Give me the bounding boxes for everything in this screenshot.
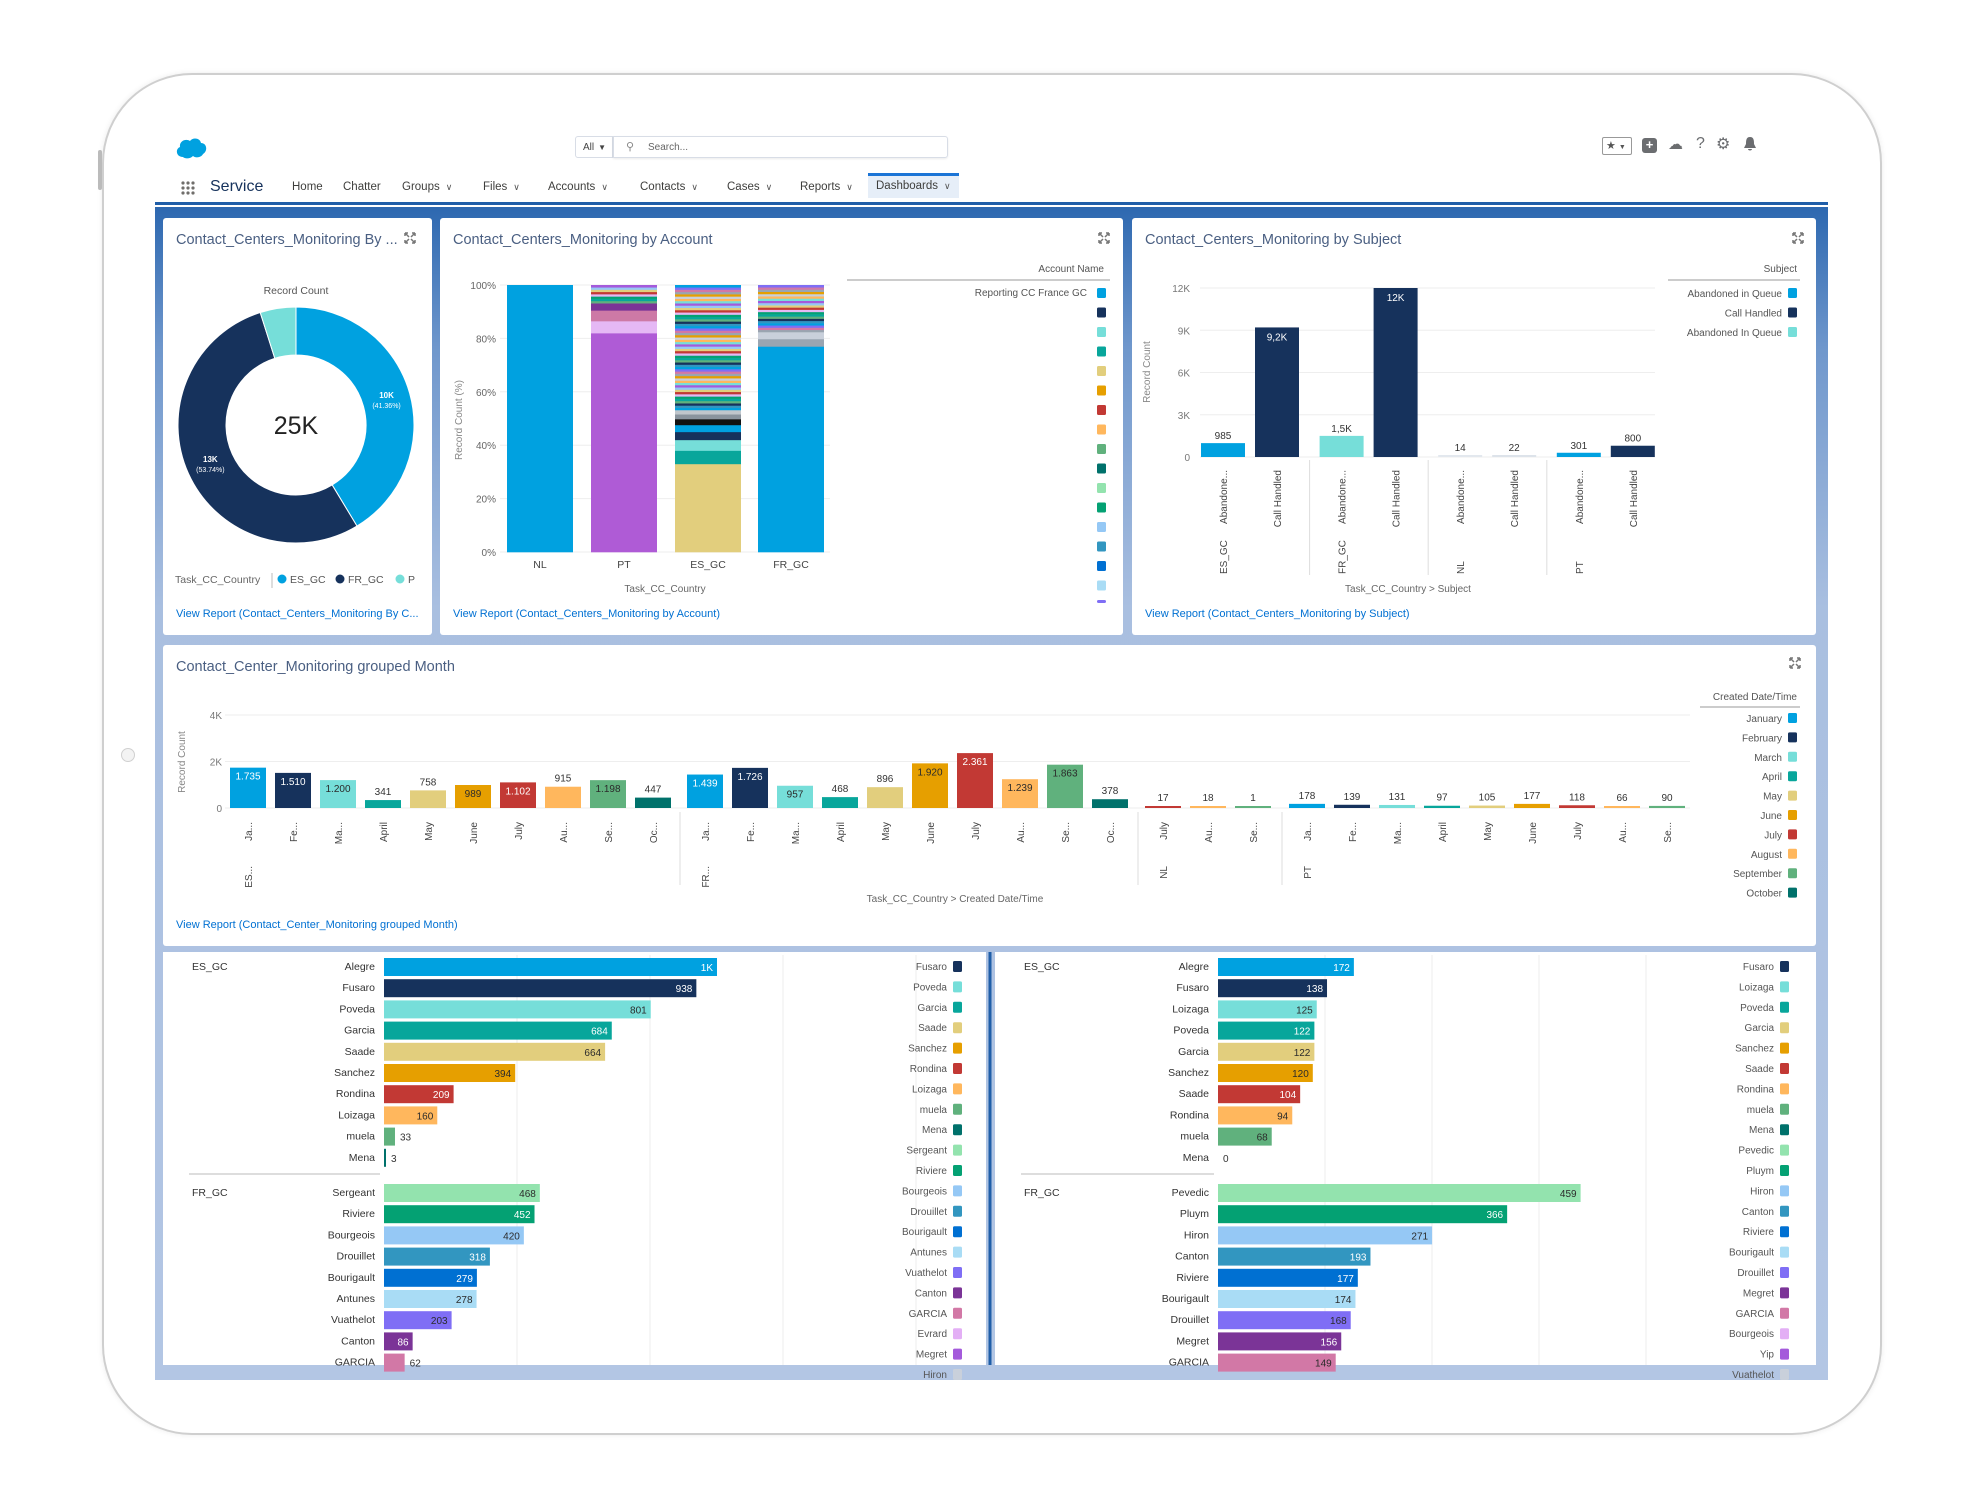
search-icon: ⚲ (626, 141, 635, 153)
search-scope-label: All (583, 142, 595, 153)
nav-tab-accounts[interactable]: Accounts ∨ (548, 181, 608, 193)
panel-account-stacked: Contact_Centers_Monitoring by Account Vi… (440, 218, 1123, 635)
chevron-down-icon[interactable]: ∨ (765, 182, 773, 192)
nav-tab-label: Chatter (343, 181, 381, 193)
chevron-down-icon[interactable]: ∨ (513, 182, 520, 192)
view-report-link[interactable]: View Report (Contact_Center_Monitoring g… (176, 919, 458, 931)
panel-title: Contact_Centers_Monitoring by Account (453, 232, 713, 248)
panel-agents-right (995, 952, 1816, 1365)
setup-gear-icon[interactable]: ⚙ (1716, 136, 1731, 153)
nav-tab-label: Cases (727, 181, 760, 193)
chevron-down-icon[interactable]: ∨ (601, 182, 608, 192)
chevron-down-icon[interactable]: ∨ (445, 182, 453, 192)
nav-tab-label: Accounts (548, 181, 596, 193)
panel-country-donut: Contact_Centers_Monitoring By ... View R… (163, 218, 432, 635)
search-scope-dropdown[interactable]: All ▼ (575, 136, 613, 158)
help-icon[interactable]: ? (1696, 135, 1705, 152)
favorites-star-icon: ★ (1606, 140, 1616, 152)
panel-title: Contact_Centers_Monitoring By ... (176, 232, 398, 248)
expand-icon[interactable] (404, 232, 416, 244)
add-icon[interactable]: + (1642, 138, 1657, 153)
chevron-down-icon[interactable]: ∨ (944, 181, 951, 191)
nav-tab-cases[interactable]: Cases ∨ (727, 181, 772, 193)
panel-title: Contact_Centers_Monitoring by Subject (1145, 232, 1402, 248)
nav-tab-label: Contacts (640, 181, 686, 193)
expand-icon[interactable] (1792, 232, 1804, 244)
nav-tab-dashboards[interactable]: Dashboards ∨ (868, 173, 959, 198)
tablet-home-button (121, 748, 135, 762)
favorites-button[interactable]: ★ ▼ (1602, 137, 1632, 155)
panel-subject-grouped: Contact_Centers_Monitoring by Subject Vi… (1132, 218, 1816, 635)
nav-tab-reports[interactable]: Reports ∨ (800, 181, 853, 193)
panel-title: Contact_Center_Monitoring grouped Month (176, 659, 455, 675)
view-report-link[interactable]: View Report (Contact_Centers_Monitoring … (1145, 608, 1410, 620)
search-placeholder: Search... (648, 142, 689, 153)
nav-tab-groups[interactable]: Groups ∨ (402, 181, 452, 193)
nav-tab-label: Reports (800, 181, 841, 193)
nav-tab-contacts[interactable]: Contacts ∨ (640, 181, 698, 193)
app-launcher-icon[interactable] (181, 181, 195, 195)
panel-month-grouped: Contact_Center_Monitoring grouped Month … (163, 645, 1816, 946)
expand-icon[interactable] (1789, 657, 1801, 669)
dashboard-bottom-edge (155, 1365, 1828, 1380)
nav-tab-home[interactable]: Home (292, 181, 323, 193)
chevron-down-icon: ▼ (598, 143, 607, 152)
global-search-input[interactable]: ⚲ Search... (613, 136, 948, 158)
app-name: Service (210, 178, 264, 195)
expand-icon[interactable] (1098, 232, 1110, 244)
view-report-link[interactable]: View Report (Contact_Centers_Monitoring … (453, 608, 720, 620)
nav-tab-label: Dashboards (876, 180, 939, 192)
chevron-down-icon: ▼ (1618, 144, 1626, 151)
chevron-down-icon[interactable]: ∨ (691, 182, 698, 192)
notifications-bell-icon[interactable] (1743, 136, 1757, 152)
salesforce-logo-icon[interactable] (175, 137, 207, 159)
tablet-side-button (98, 150, 102, 190)
nav-tab-files[interactable]: Files ∨ (483, 181, 520, 193)
nav-tab-label: Groups (402, 181, 440, 193)
nav-tab-label: Files (483, 181, 508, 193)
nav-tab-chatter[interactable]: Chatter (343, 181, 381, 193)
global-header: All ▼ ⚲ Search... ★ ▼ + ☁ ? ⚙ Service Home… (155, 127, 1828, 205)
panel-agents-left (163, 952, 986, 1365)
nav-tab-label: Home (292, 181, 323, 193)
view-report-link[interactable]: View Report (Contact_Centers_Monitoring … (176, 608, 419, 620)
trailhead-icon[interactable]: ☁ (1668, 136, 1683, 153)
chevron-down-icon[interactable]: ∨ (846, 182, 853, 192)
